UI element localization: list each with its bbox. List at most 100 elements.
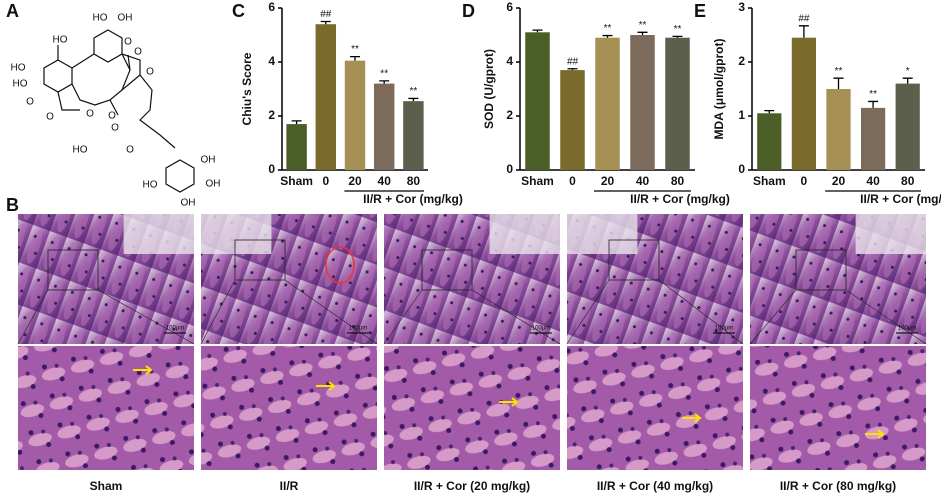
zoom-lines: [383, 289, 561, 345]
significance-label: ##: [320, 9, 332, 20]
histology-zoom-image: [384, 346, 560, 470]
bar: [826, 89, 851, 170]
atom-label: O: [134, 47, 142, 58]
histology-caption: Sham: [90, 479, 123, 493]
bar: [403, 101, 424, 170]
x-tick-label: 40: [378, 174, 392, 188]
scale-label: 100μm: [349, 326, 367, 332]
highlight-circle: [325, 246, 355, 284]
bar: [560, 70, 585, 170]
y-tick-label: 2: [268, 108, 275, 122]
x-axis-label: II/R + Cor (mg/kg): [860, 192, 941, 206]
y-tick-label: 2: [738, 54, 745, 68]
significance-label: ##: [798, 13, 810, 24]
error-bar: [350, 55, 360, 61]
bar: [757, 113, 782, 170]
x-tick-label: 80: [901, 174, 915, 188]
y-tick-label: 6: [268, 0, 275, 14]
y-tick-label: 1: [738, 108, 745, 122]
x-axis-label: II/R + Cor (mg/kg): [363, 192, 463, 206]
significance-label: ##: [567, 56, 579, 67]
atom-label: O: [86, 109, 94, 120]
error-bar: [379, 80, 390, 84]
background-area: [489, 214, 560, 254]
y-tick-label: 0: [268, 162, 275, 176]
atom-label: OH: [181, 198, 196, 209]
histology-caption: II/R + Cor (40 mg/kg): [597, 479, 713, 493]
error-bar: [532, 29, 543, 33]
bar: [665, 37, 690, 171]
atom-label: OH: [201, 155, 216, 166]
x-tick-label: 0: [322, 174, 329, 188]
bar: [315, 24, 337, 171]
bar: [373, 83, 395, 170]
bar: [344, 60, 366, 170]
error-bar: [291, 120, 302, 125]
error-bar: [868, 100, 879, 108]
significance-label: **: [380, 69, 388, 80]
background-area: [855, 214, 926, 254]
scale-label: 100μm: [898, 326, 916, 332]
zoom-lines: [17, 289, 195, 345]
histology-caption: II/R + Cor (20 mg/kg): [414, 479, 530, 493]
panel-label: C: [232, 1, 245, 21]
panel-label: E: [694, 1, 706, 21]
bar: [860, 107, 886, 170]
y-tick-label: 6: [506, 0, 513, 14]
significance-label: **: [674, 24, 682, 35]
background-area: [567, 214, 638, 254]
panel-label: D: [462, 1, 475, 21]
bar: [595, 37, 620, 171]
atom-label: HO: [93, 13, 108, 24]
arrow: [682, 413, 702, 423]
bar: [630, 35, 655, 170]
y-axis-label: MDA (μmol/gprot): [712, 39, 726, 140]
error-bar: [798, 25, 809, 38]
arrow: [316, 381, 336, 391]
x-tick-label: 40: [866, 174, 880, 188]
atom-label: HO: [143, 180, 158, 191]
x-tick-label: 20: [832, 174, 846, 188]
zoom-lines: [749, 289, 927, 345]
scale-label: 100μm: [715, 326, 733, 332]
zoom-box: [795, 249, 847, 291]
significance-label: **: [835, 66, 843, 77]
histology-zoom-image: [18, 346, 194, 470]
arrow: [499, 397, 519, 407]
significance-label: **: [410, 86, 418, 97]
x-tick-label: Sham: [521, 174, 554, 188]
y-axis-label: SOD (U/gprot): [482, 49, 496, 129]
zoom-box: [421, 249, 473, 291]
x-tick-label: 40: [636, 174, 650, 188]
bar: [286, 124, 307, 170]
atom-label: O: [46, 112, 54, 123]
atom-label: O: [126, 145, 134, 156]
significance-label: **: [604, 23, 612, 34]
error-bar: [567, 68, 578, 71]
histology-zoom-image: [201, 346, 377, 470]
scale-label: 100μm: [532, 326, 550, 332]
error-bar: [320, 20, 331, 25]
chemical-structure: [43, 29, 195, 193]
atom-label: HO: [73, 145, 88, 156]
error-bar: [602, 34, 613, 38]
error-bar: [764, 109, 775, 114]
y-tick-label: 0: [738, 162, 745, 176]
y-tick-label: 0: [506, 162, 513, 176]
significance-label: **: [869, 89, 877, 100]
atom-label: OH: [206, 179, 221, 190]
zoom-box: [234, 239, 286, 281]
x-tick-label: 20: [348, 174, 362, 188]
y-tick-label: 4: [506, 54, 513, 68]
atom-label: O: [146, 67, 154, 78]
y-axis-label: Chiu's Score: [240, 52, 254, 125]
arrow: [865, 429, 885, 439]
bar: [895, 83, 920, 170]
bar: [525, 32, 550, 170]
error-bar: [902, 77, 913, 84]
atom-label: HO: [11, 63, 26, 74]
zoom-box: [608, 239, 660, 281]
histology-zoom-image: [750, 346, 926, 470]
x-axis-label: II/R + Cor (mg/kg): [630, 192, 730, 206]
